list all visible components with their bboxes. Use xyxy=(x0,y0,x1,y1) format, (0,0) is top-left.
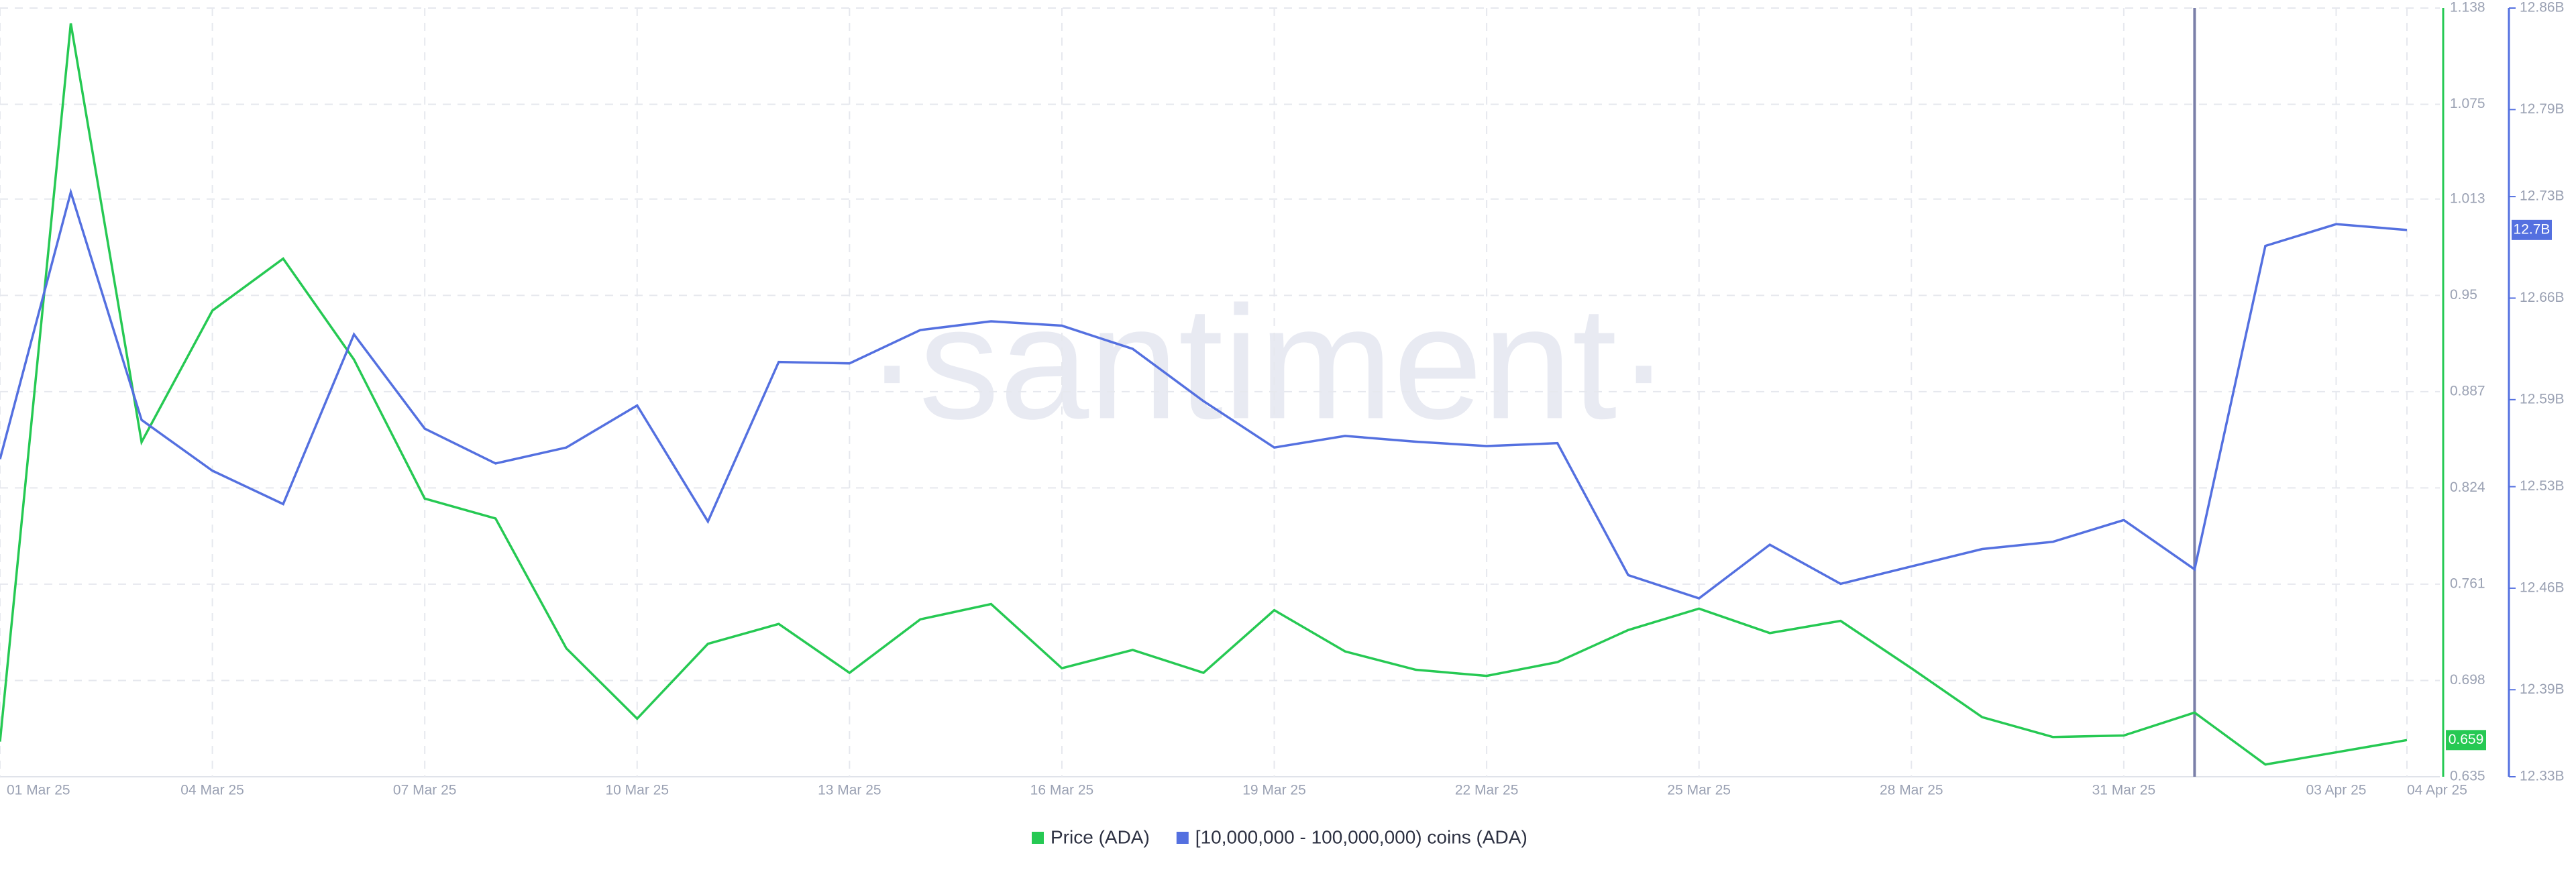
y-tick-label: 0.635 xyxy=(2450,769,2485,784)
series-line xyxy=(0,188,2408,600)
series-line xyxy=(0,23,2408,766)
x-tick-label: 28 Mar 25 xyxy=(1880,783,1943,798)
x-tick-label: 07 Mar 25 xyxy=(393,783,457,798)
y2-tick-label: 12.86B xyxy=(2520,0,2565,15)
watermark: ·santiment· xyxy=(865,272,1670,452)
y-tick-label: 0.887 xyxy=(2450,383,2485,398)
legend-swatch xyxy=(1032,832,1044,844)
legend-label: Price (ADA) xyxy=(1051,826,1150,847)
x-tick-label: 16 Mar 25 xyxy=(1030,783,1094,798)
x-tick-label: 04 Mar 25 xyxy=(180,783,244,798)
last-value-badge xyxy=(2512,219,2552,240)
x-tick-label: 04 Apr 25 xyxy=(2407,783,2467,798)
y2-tick-label: 12.46B xyxy=(2520,580,2565,595)
y2-tick-label: 12.73B xyxy=(2520,188,2565,204)
last-value-badge xyxy=(2446,730,2486,751)
y-tick-label: 0.95 xyxy=(2450,287,2477,303)
legend-label: [10,000,000 - 100,000,000) coins (ADA) xyxy=(1195,826,1527,847)
legend-swatch xyxy=(1176,832,1189,844)
y2-tick-label: 12.53B xyxy=(2520,478,2565,494)
x-tick-label: 01 Mar 25 xyxy=(7,783,70,798)
last-value-label: 0.659 xyxy=(2449,732,2484,747)
y2-tick-label: 12.39B xyxy=(2520,682,2565,697)
y-tick-label: 0.761 xyxy=(2450,576,2485,591)
x-tick-label: 10 Mar 25 xyxy=(605,783,669,798)
y2-tick-label: 12.79B xyxy=(2520,101,2565,117)
x-tick-label: 03 Apr 25 xyxy=(2306,783,2367,798)
y2-tick-label: 12.66B xyxy=(2520,290,2565,305)
y-tick-label: 1.138 xyxy=(2450,0,2485,15)
x-tick-label: 13 Mar 25 xyxy=(818,783,881,798)
y-tick-label: 0.698 xyxy=(2450,672,2485,688)
x-tick-label: 19 Mar 25 xyxy=(1242,783,1306,798)
y-tick-label: 0.824 xyxy=(2450,480,2485,495)
x-tick-label: 22 Mar 25 xyxy=(1455,783,1519,798)
last-value-label: 12.7B xyxy=(2514,221,2551,237)
y2-tick-label: 12.59B xyxy=(2520,391,2565,406)
y-tick-label: 1.075 xyxy=(2450,96,2485,111)
x-tick-label: 25 Mar 25 xyxy=(1667,783,1731,798)
y2-tick-label: 12.33B xyxy=(2520,769,2565,784)
y-tick-label: 1.013 xyxy=(2450,190,2485,206)
x-tick-label: 31 Mar 25 xyxy=(2092,783,2156,798)
